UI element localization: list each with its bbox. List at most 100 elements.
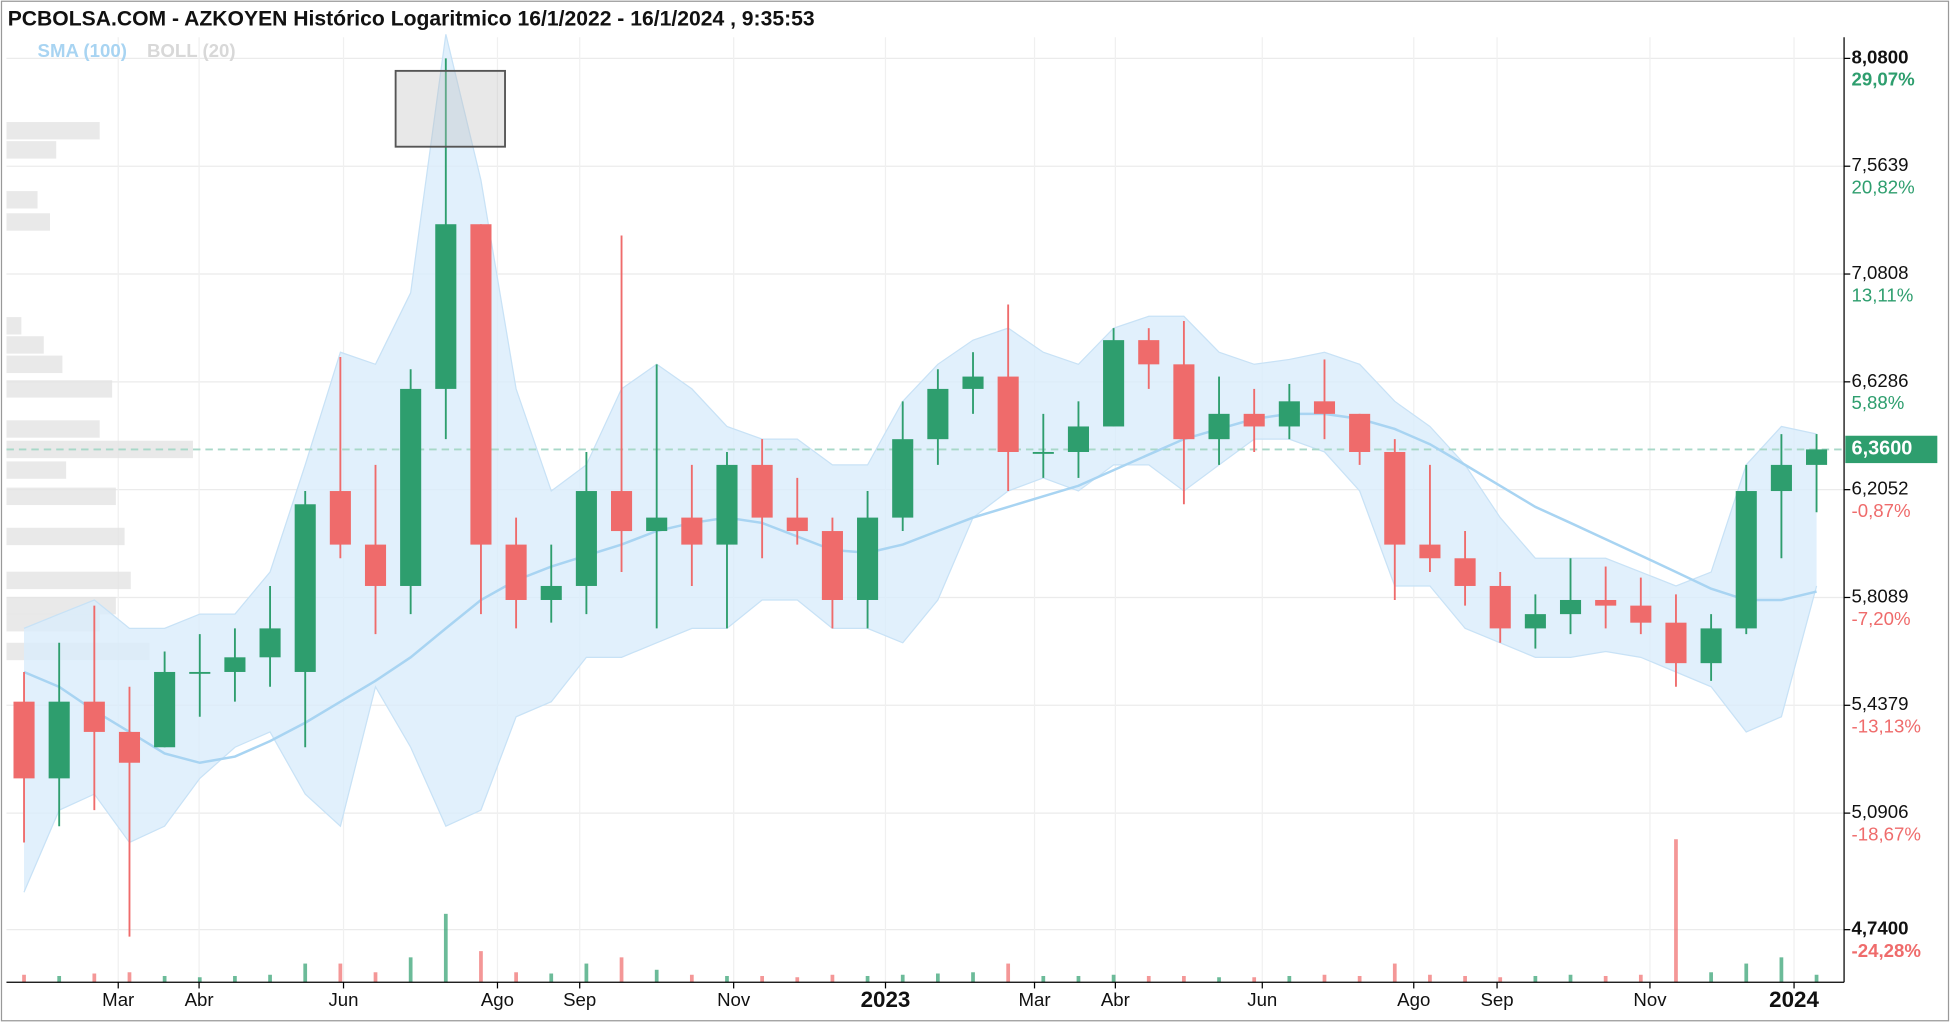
volume-bar <box>830 974 835 983</box>
candle-body <box>1665 622 1687 664</box>
volume-bar <box>92 973 97 983</box>
plot-layer <box>13 58 1828 983</box>
volume-bar <box>865 975 870 983</box>
volume-bar <box>549 973 554 983</box>
x-tick-label: Sep <box>563 989 596 1010</box>
volume-bar <box>1568 974 1573 983</box>
candle-body <box>294 504 316 672</box>
x-tick-label: Jun <box>329 989 359 1010</box>
candle-body <box>1173 364 1195 440</box>
volume-bar <box>1182 975 1186 983</box>
volume-bar <box>373 972 378 983</box>
volume-bar <box>1252 977 1257 983</box>
volume-bar <box>514 972 518 983</box>
volume-profile-bar <box>6 420 100 438</box>
candle-body <box>892 439 914 518</box>
volume-profile-bar <box>6 141 57 159</box>
candle-body <box>329 491 351 545</box>
candle-body <box>1770 464 1792 492</box>
candle-body <box>1806 449 1828 465</box>
volume-bar <box>619 957 624 983</box>
volume-bar <box>479 951 483 983</box>
y-tick-change: 5,88% <box>1852 392 1905 413</box>
volume-bar <box>338 963 343 983</box>
candle-body <box>1630 605 1652 623</box>
volume-bar <box>1076 975 1081 983</box>
x-tick-label: Mar <box>102 989 134 1010</box>
volume-bar <box>1146 975 1151 983</box>
candle-body <box>1384 451 1406 545</box>
candle-body <box>681 517 703 545</box>
volume-profile-bar <box>6 461 67 479</box>
candle-body <box>259 628 281 658</box>
y-tick-change: -0,87% <box>1852 500 1911 521</box>
volume-bar <box>1111 974 1116 983</box>
volume-bar <box>1006 963 1011 983</box>
candle-body <box>927 388 949 440</box>
volume-profile-bar <box>6 122 100 140</box>
candle-body <box>1489 585 1511 629</box>
y-tick-change: -24,28% <box>1852 940 1922 961</box>
candle-body <box>1243 413 1265 427</box>
volume-bar <box>1533 975 1538 983</box>
candle-body <box>997 376 1019 452</box>
volume-bar <box>1392 963 1397 983</box>
volume-bar <box>408 957 413 983</box>
candle-body <box>118 731 141 763</box>
x-tick-label: Ago <box>1397 989 1430 1010</box>
volume-bar <box>689 974 694 983</box>
candle-body <box>540 585 562 600</box>
volume-profile-bar <box>6 487 116 506</box>
legend-entry: SMA (100) <box>38 40 127 61</box>
candle-body <box>646 517 668 532</box>
x-tick-label: Nov <box>1633 989 1667 1010</box>
candle-body <box>1278 401 1300 427</box>
y-tick-label: 5,0906 <box>1852 801 1909 822</box>
volume-bar <box>197 977 202 983</box>
y-tick-label: 5,8089 <box>1852 585 1909 606</box>
legend-entry: BOLL (20) <box>147 40 236 61</box>
y-tick-label: 7,5639 <box>1852 154 1909 175</box>
candle-body <box>1313 401 1336 414</box>
volume-bar <box>1603 975 1608 983</box>
y-tick-label: 8,0800 <box>1852 46 1909 67</box>
y-tick-label: 6,2052 <box>1852 478 1909 499</box>
x-tick-label: Ago <box>481 989 514 1010</box>
candle-body <box>1032 451 1054 454</box>
y-tick-change: 29,07% <box>1852 69 1916 90</box>
volume-bar <box>654 969 659 983</box>
candle-body <box>435 224 457 389</box>
x-tick-label: Abr <box>1101 989 1130 1010</box>
last-price-label: 6,3600 <box>1852 438 1913 460</box>
volume-bar <box>725 975 729 983</box>
candle-body <box>1700 628 1722 664</box>
volume-bar <box>1779 957 1784 983</box>
volume-profile-bar <box>6 317 22 335</box>
candle-body <box>1559 599 1582 615</box>
y-tick-label: 7,0808 <box>1852 262 1909 283</box>
candle-body <box>821 531 843 600</box>
candle-body <box>400 388 422 586</box>
candle-body <box>716 464 738 545</box>
y-tick-change: 13,11% <box>1852 284 1914 305</box>
volume-bar <box>1674 839 1678 983</box>
candle-body <box>962 376 984 389</box>
x-tick-label: Sep <box>1480 989 1513 1010</box>
volume-profile-bar <box>6 527 125 546</box>
volume-bar <box>795 977 800 983</box>
volume-profile-bar <box>6 355 63 374</box>
x-tick-label: Nov <box>717 989 751 1010</box>
volume-bar <box>1638 974 1643 983</box>
volume-bar <box>162 975 167 983</box>
volume-profile-bar <box>6 191 38 209</box>
y-tick-change: -18,67% <box>1852 823 1921 844</box>
chart-title: PCBOLSA.COM - AZKOYEN Histórico Logaritm… <box>8 7 815 30</box>
candle-body <box>1454 558 1476 586</box>
volume-bar <box>303 963 308 983</box>
candle-body <box>470 224 492 545</box>
x-tick-label: Abr <box>185 989 214 1010</box>
volume-bar <box>1463 975 1467 983</box>
candle-body <box>1208 413 1230 440</box>
